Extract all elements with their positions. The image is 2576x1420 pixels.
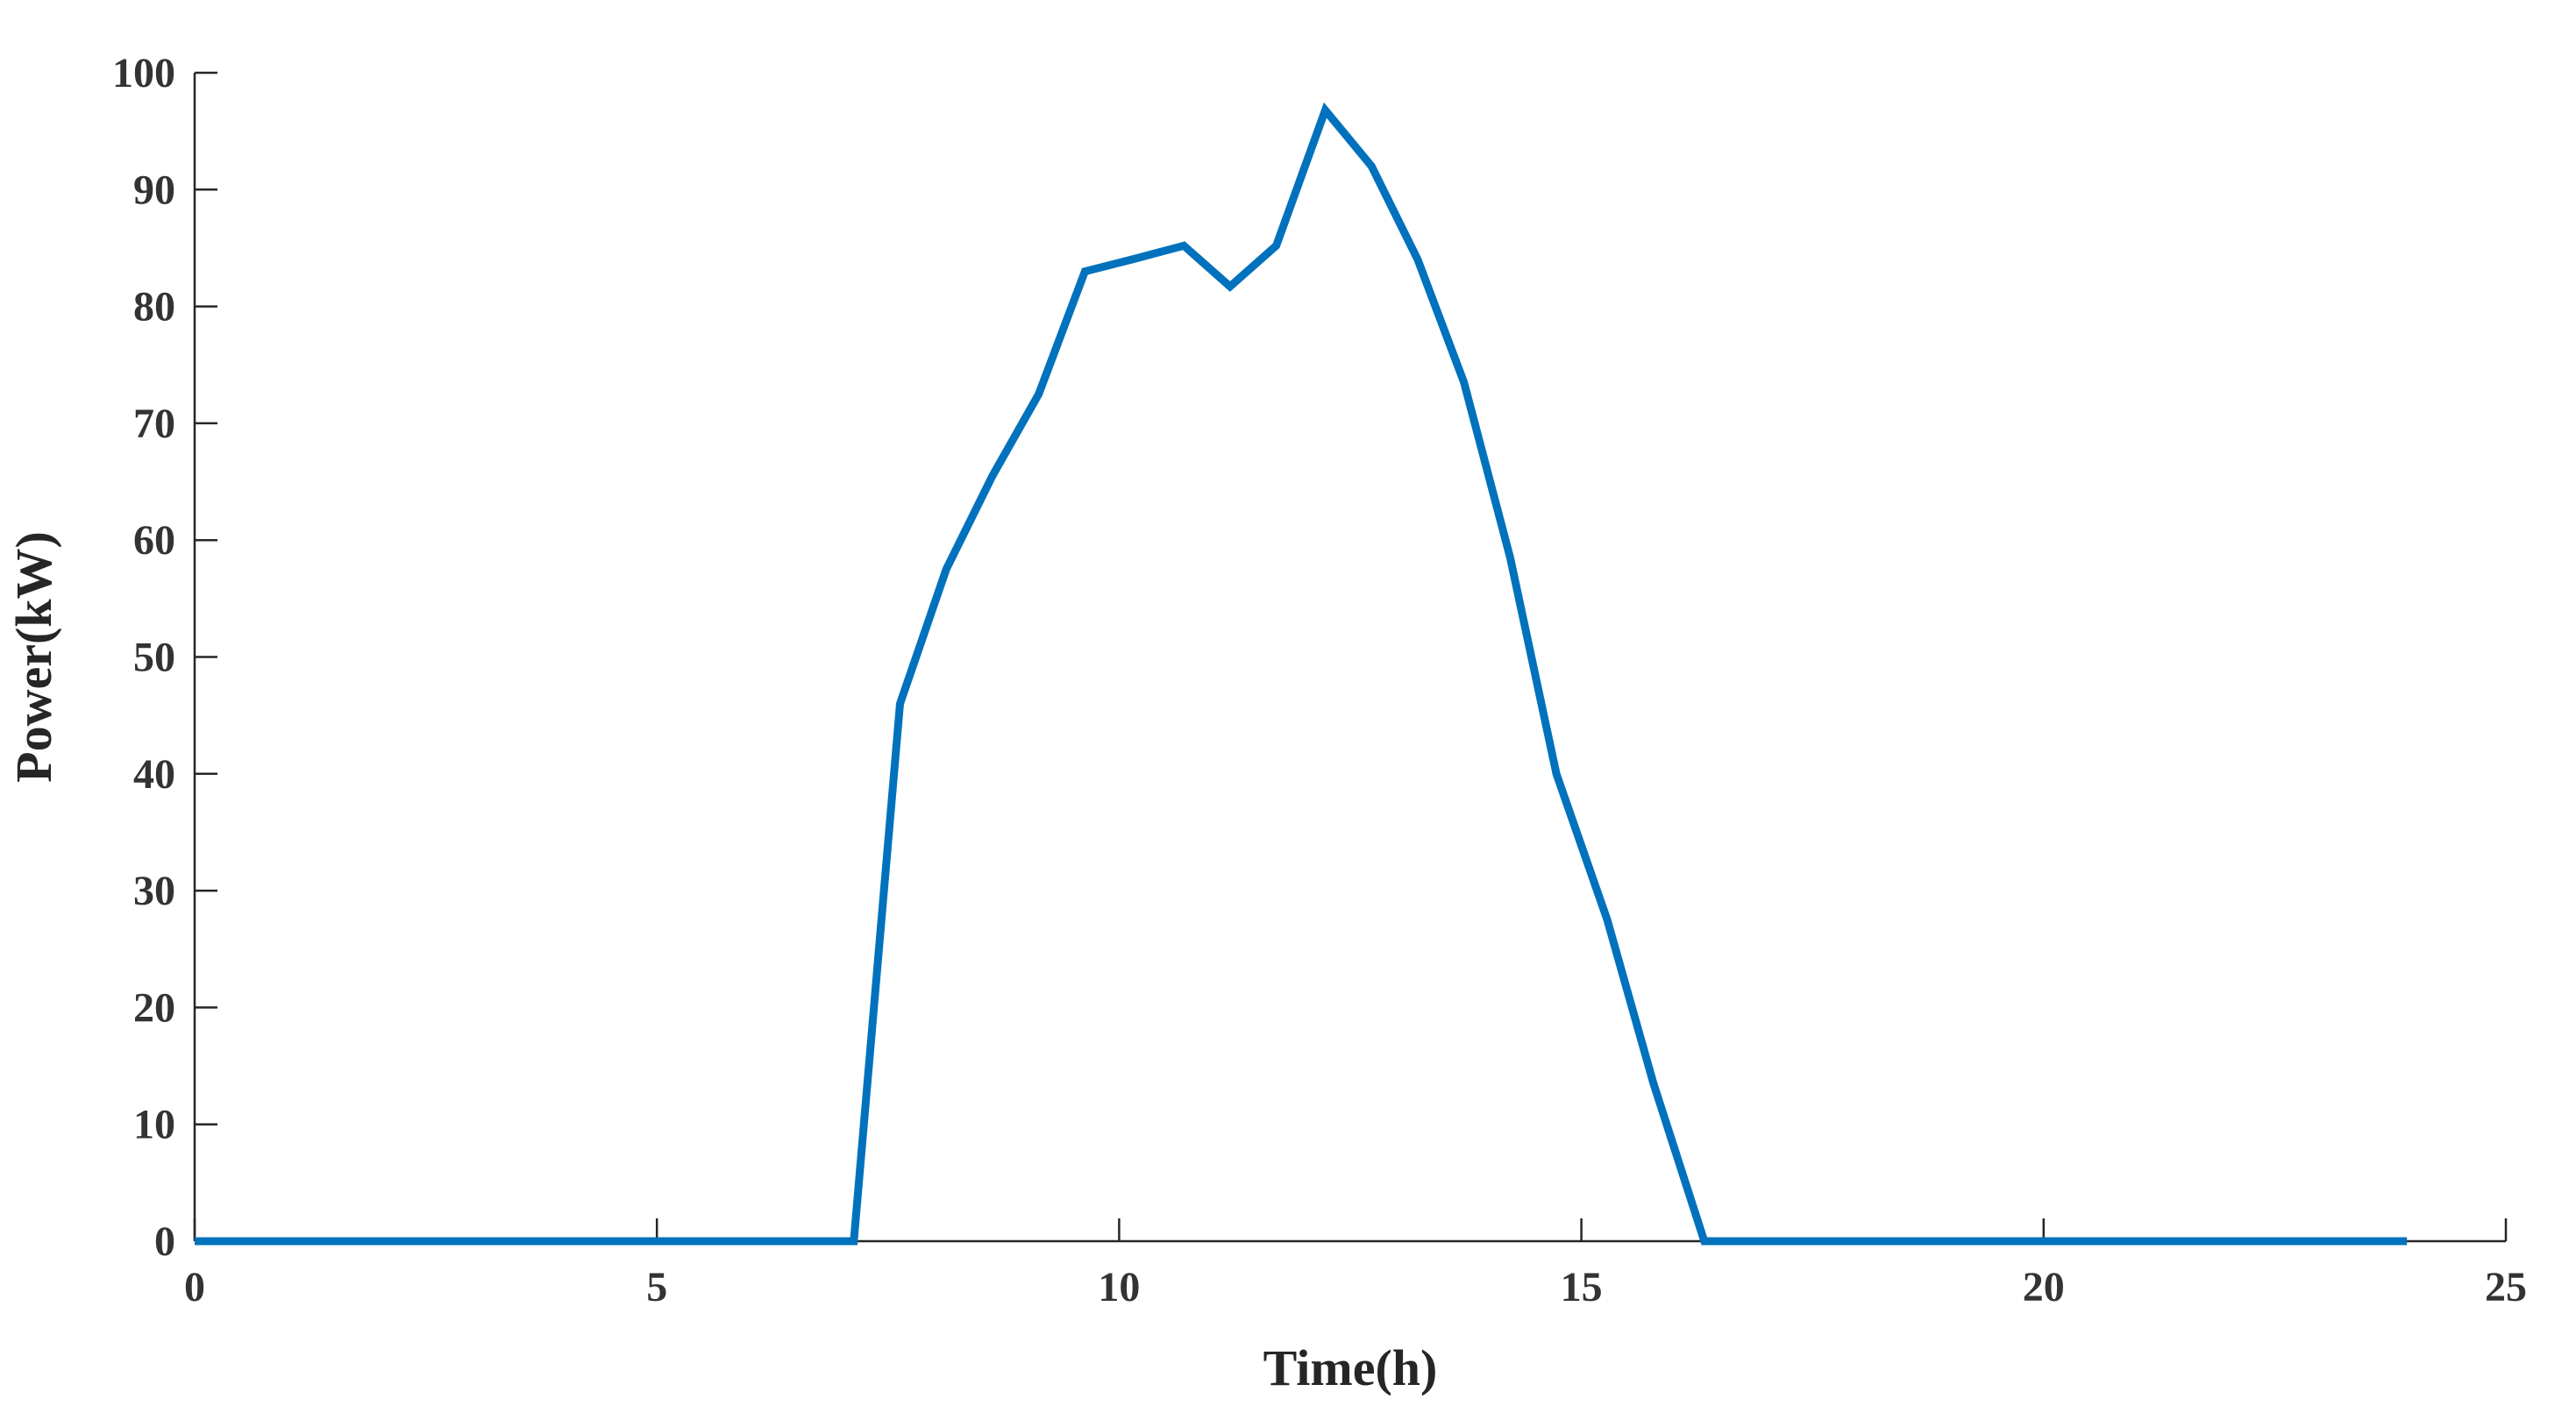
x-ticks: 0 5 10 15 20 25 [184,1218,2527,1310]
y-ticks: 0 10 20 30 40 50 60 70 80 90 100 [112,50,217,1265]
x-tick-label: 20 [2023,1264,2065,1310]
y-tick-label: 10 [133,1102,175,1148]
x-tick-label: 15 [1561,1264,1603,1310]
y-tick-label: 60 [133,517,175,564]
y-tick-label: 20 [133,984,175,1031]
y-axis-title: Power(kW) [5,531,62,783]
y-tick-label: 70 [133,401,175,447]
y-tick-label: 30 [133,868,175,914]
y-tick-label: 100 [112,50,175,96]
y-tick-label: 90 [133,167,175,213]
series-layer [195,102,2408,1246]
y-tick-label: 80 [133,284,175,330]
series-line [195,102,2408,1246]
x-axis: 0 5 10 15 20 25 [184,1218,2527,1310]
y-axis: 0 10 20 30 40 50 60 70 80 90 100 [112,50,217,1265]
x-axis-title: Time(h) [1263,1339,1438,1396]
y-tick-label: 50 [133,635,175,681]
x-tick-label: 25 [2485,1264,2527,1310]
y-tick-label: 0 [154,1218,175,1265]
x-tick-label: 5 [646,1264,667,1310]
x-tick-label: 10 [1098,1264,1140,1310]
y-tick-label: 40 [133,751,175,798]
x-tick-label: 0 [184,1264,205,1310]
